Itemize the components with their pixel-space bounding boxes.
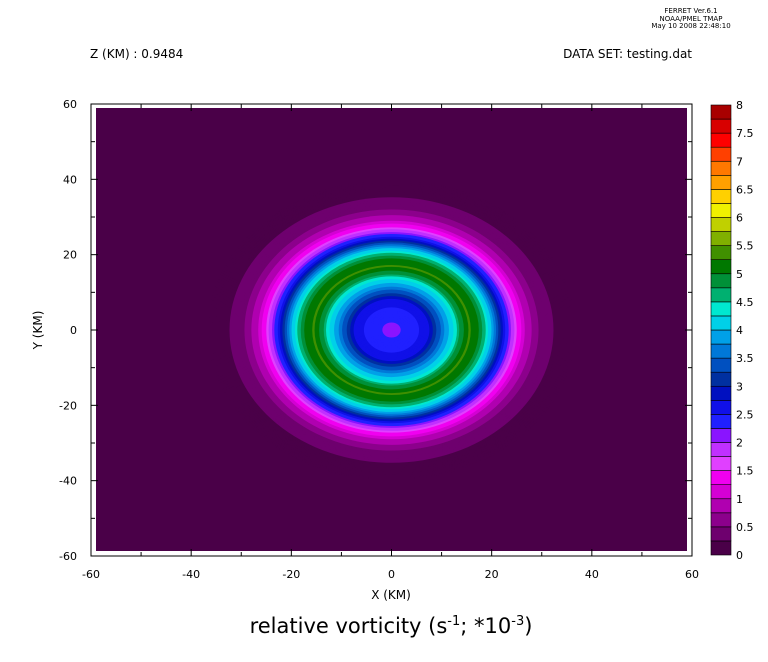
colorbar-swatch [710,540,732,556]
stamp-line-3: May 10 2008 22:48:10 [651,22,731,31]
colorbar-tick-label: 3 [736,380,743,393]
colorbar-swatch [710,175,732,190]
colorbar-swatch [710,428,732,443]
colorbar-swatch [710,189,732,204]
stamp-line-1: FERRET Ver.6.1 [664,7,718,15]
colorbar-swatch [710,132,732,148]
colorbar-tick-label: 6.5 [736,183,754,196]
title-mid: ; *10 [460,614,512,638]
colorbar-swatch [710,301,732,317]
colorbar-swatch [710,371,732,387]
colorbar-swatch [710,259,732,275]
colorbar-swatch [710,414,732,429]
y-axis-label: Y (KM) [31,311,45,351]
colorbar-tick-label: 2.5 [736,408,754,421]
colorbar-tick-label: 8 [736,99,743,112]
colorbar-swatch [710,273,732,289]
ferret-stamp: FERRET Ver.6.1 NOAA/PMEL TMAP May 10 200… [636,7,746,31]
colorbar-tick-label: 0.5 [736,521,754,534]
axes: -60 -40 -20 0 20 40 60 60 40 20 0 -20 -40 -60 [59,98,699,581]
x-tick-label: 0 [388,568,395,581]
colorbar-swatch [710,470,732,485]
x-tick-label: 20 [485,568,499,581]
chart-title: relative vorticity (s-1; *10-3) [0,614,768,638]
colorbar-swatch [710,217,732,232]
contour-band [390,329,393,331]
colorbar-swatch [710,526,732,542]
colorbar-swatch [710,203,732,218]
colorbar-swatch [710,315,732,331]
colorbar-tick-label: 5 [736,268,743,281]
title-exponent-1: -1 [447,614,461,629]
colorbar-swatch [710,118,732,134]
colorbar-swatch [710,456,732,471]
colorbar-swatch [710,287,732,303]
colorbar-tick-label: 7.5 [736,127,754,140]
title-end: ) [524,614,533,638]
colorbar-tick-label: 4 [736,324,743,337]
x-tick-label: -20 [282,568,300,581]
contour-field [96,108,687,551]
y-tick-label: 20 [63,249,77,262]
y-tick-label: -40 [59,475,77,488]
colorbar: 0 0.5 1 1.5 2 2.5 3 3.5 4 4.5 5 5.5 6 6.5 7 7.5 8 [710,99,754,562]
dataset-label: DATA SET: testing.dat [563,47,692,61]
colorbar-swatch [710,343,732,359]
colorbar-swatch [710,146,732,162]
colorbar-tick-label: 2 [736,437,743,450]
x-tick-label: -40 [182,568,200,581]
colorbar-swatch [710,400,732,415]
y-tick-label: -60 [59,550,77,563]
colorbar-swatch [710,231,732,246]
colorbar-swatch [710,245,732,260]
colorbar-swatch [710,385,732,401]
colorbar-tick-label: 7 [736,155,743,168]
colorbar-tick-label: 1.5 [736,465,754,478]
y-tick-label: 0 [70,324,77,337]
x-tick-label: 60 [685,568,699,581]
colorbar-tick-label: 5.5 [736,240,754,253]
colorbar-tick-label: 4.5 [736,296,754,309]
x-tick-label: -60 [82,568,100,581]
z-level-label: Z (KM) : 0.9484 [90,47,184,61]
colorbar-tick-label: 3.5 [736,352,754,365]
title-main: relative vorticity (s [249,614,448,638]
y-tick-label: -20 [59,399,77,412]
colorbar-swatch [710,442,732,457]
x-tick-label: 40 [585,568,599,581]
colorbar-swatch [710,484,732,500]
title-exponent-2: -3 [511,614,525,629]
x-axis-label: X (KM) [371,588,411,602]
colorbar-swatch [710,329,732,345]
colorbar-tick-label: 6 [736,212,743,225]
colorbar-swatch [710,160,732,176]
stamp-line-2: NOAA/PMEL TMAP [659,14,723,23]
colorbar-swatch [710,498,732,514]
colorbar-tick-label: 1 [736,493,743,506]
y-tick-label: 60 [63,98,77,111]
colorbar-swatch [710,357,732,373]
y-tick-label: 40 [63,173,77,186]
colorbar-swatch [710,512,732,528]
colorbar-swatch [710,104,732,120]
colorbar-tick-label: 0 [736,549,743,562]
